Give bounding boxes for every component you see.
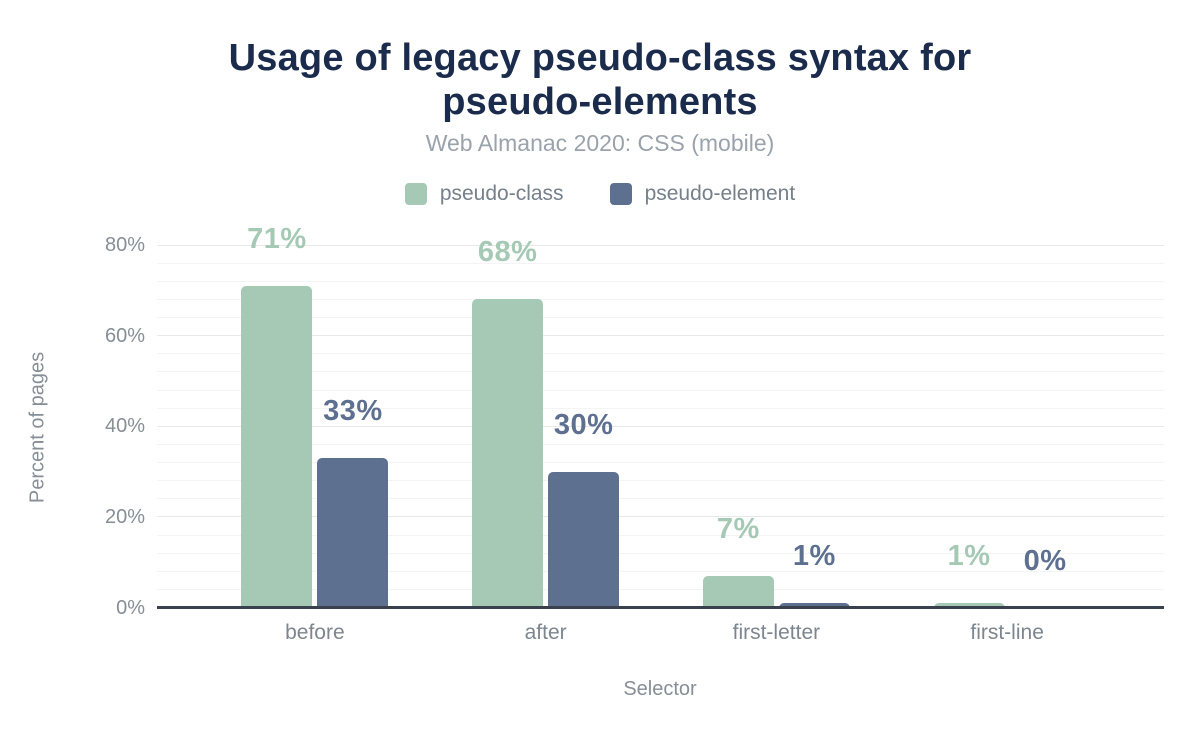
value-label-pseudo-element-before: 33%: [323, 394, 383, 427]
y-tick-label: 20%: [104, 505, 145, 528]
minor-gridline: [157, 570, 1164, 572]
x-axis-line: [157, 606, 1164, 609]
value-label-pseudo-element-after: 30%: [553, 408, 614, 441]
minor-gridline: [157, 262, 1164, 264]
minor-gridline: [157, 462, 1164, 463]
chart-legend: pseudo-class pseudo-element: [0, 182, 1200, 206]
x-tick-label-after: after: [524, 620, 567, 644]
minor-gridline: [157, 443, 1164, 445]
legend-item-pseudo-class[interactable]: pseudo-class: [404, 182, 564, 206]
minor-gridline: [157, 298, 1164, 300]
chart-title: Usage of legacy pseudo-class syntax for …: [228, 37, 972, 123]
minor-gridline: [157, 480, 1164, 482]
bar-pseudo-element-after: [548, 471, 620, 608]
x-tick-label-first-line: first-line: [970, 620, 1044, 644]
value-label-pseudo-class-first-line: 1%: [947, 539, 991, 572]
y-tick-label: 80%: [104, 234, 145, 256]
value-label-pseudo-class-before: 71%: [247, 222, 307, 255]
bar-pseudo-class-first-line: [933, 602, 1005, 608]
minor-gridline: [157, 371, 1164, 373]
minor-gridline: [157, 588, 1164, 590]
bar-pseudo-class-before: [241, 285, 313, 608]
value-label-pseudo-element-first-letter: 1%: [792, 539, 836, 572]
value-label-pseudo-class-first-letter: 7%: [716, 512, 760, 545]
y-tick-label: 40%: [104, 415, 145, 438]
y-tick-label: 0%: [116, 596, 145, 619]
value-label-pseudo-class-after: 68%: [477, 236, 538, 269]
x-axis-title: Selector: [623, 678, 697, 700]
x-tick-label-first-letter: first-letter: [732, 620, 821, 644]
legend-label-pseudo-element: pseudo-element: [644, 182, 796, 205]
y-tick-label: 60%: [104, 324, 145, 347]
minor-gridline: [157, 389, 1164, 391]
major-gridline: [157, 244, 1164, 246]
y-axis-title: Percent of pages: [26, 351, 49, 504]
legend-swatch-pseudo-class: [404, 183, 427, 205]
major-gridline: [157, 516, 1164, 518]
minor-gridline: [157, 353, 1164, 355]
legend-label-pseudo-class: pseudo-class: [439, 182, 564, 205]
chart-subtitle: Web Almanac 2020: CSS (mobile): [425, 130, 775, 156]
bar-pseudo-class-after: [472, 299, 544, 608]
minor-gridline: [157, 552, 1164, 554]
bar-pseudo-class-first-letter: [702, 575, 774, 608]
major-gridline: [157, 335, 1164, 337]
value-label-pseudo-element-first-line: 0%: [1023, 544, 1067, 577]
legend-item-pseudo-element[interactable]: pseudo-element: [609, 182, 796, 206]
major-gridline: [157, 425, 1164, 427]
bar-pseudo-element-before: [317, 457, 389, 608]
legend-swatch-pseudo-element: [609, 183, 632, 205]
minor-gridline: [157, 317, 1164, 318]
x-tick-label-before: before: [285, 620, 345, 644]
bar-pseudo-element-first-letter: [778, 602, 850, 608]
minor-gridline: [157, 280, 1164, 282]
minor-gridline: [157, 534, 1164, 536]
minor-gridline: [157, 498, 1164, 500]
minor-gridline: [157, 407, 1164, 409]
